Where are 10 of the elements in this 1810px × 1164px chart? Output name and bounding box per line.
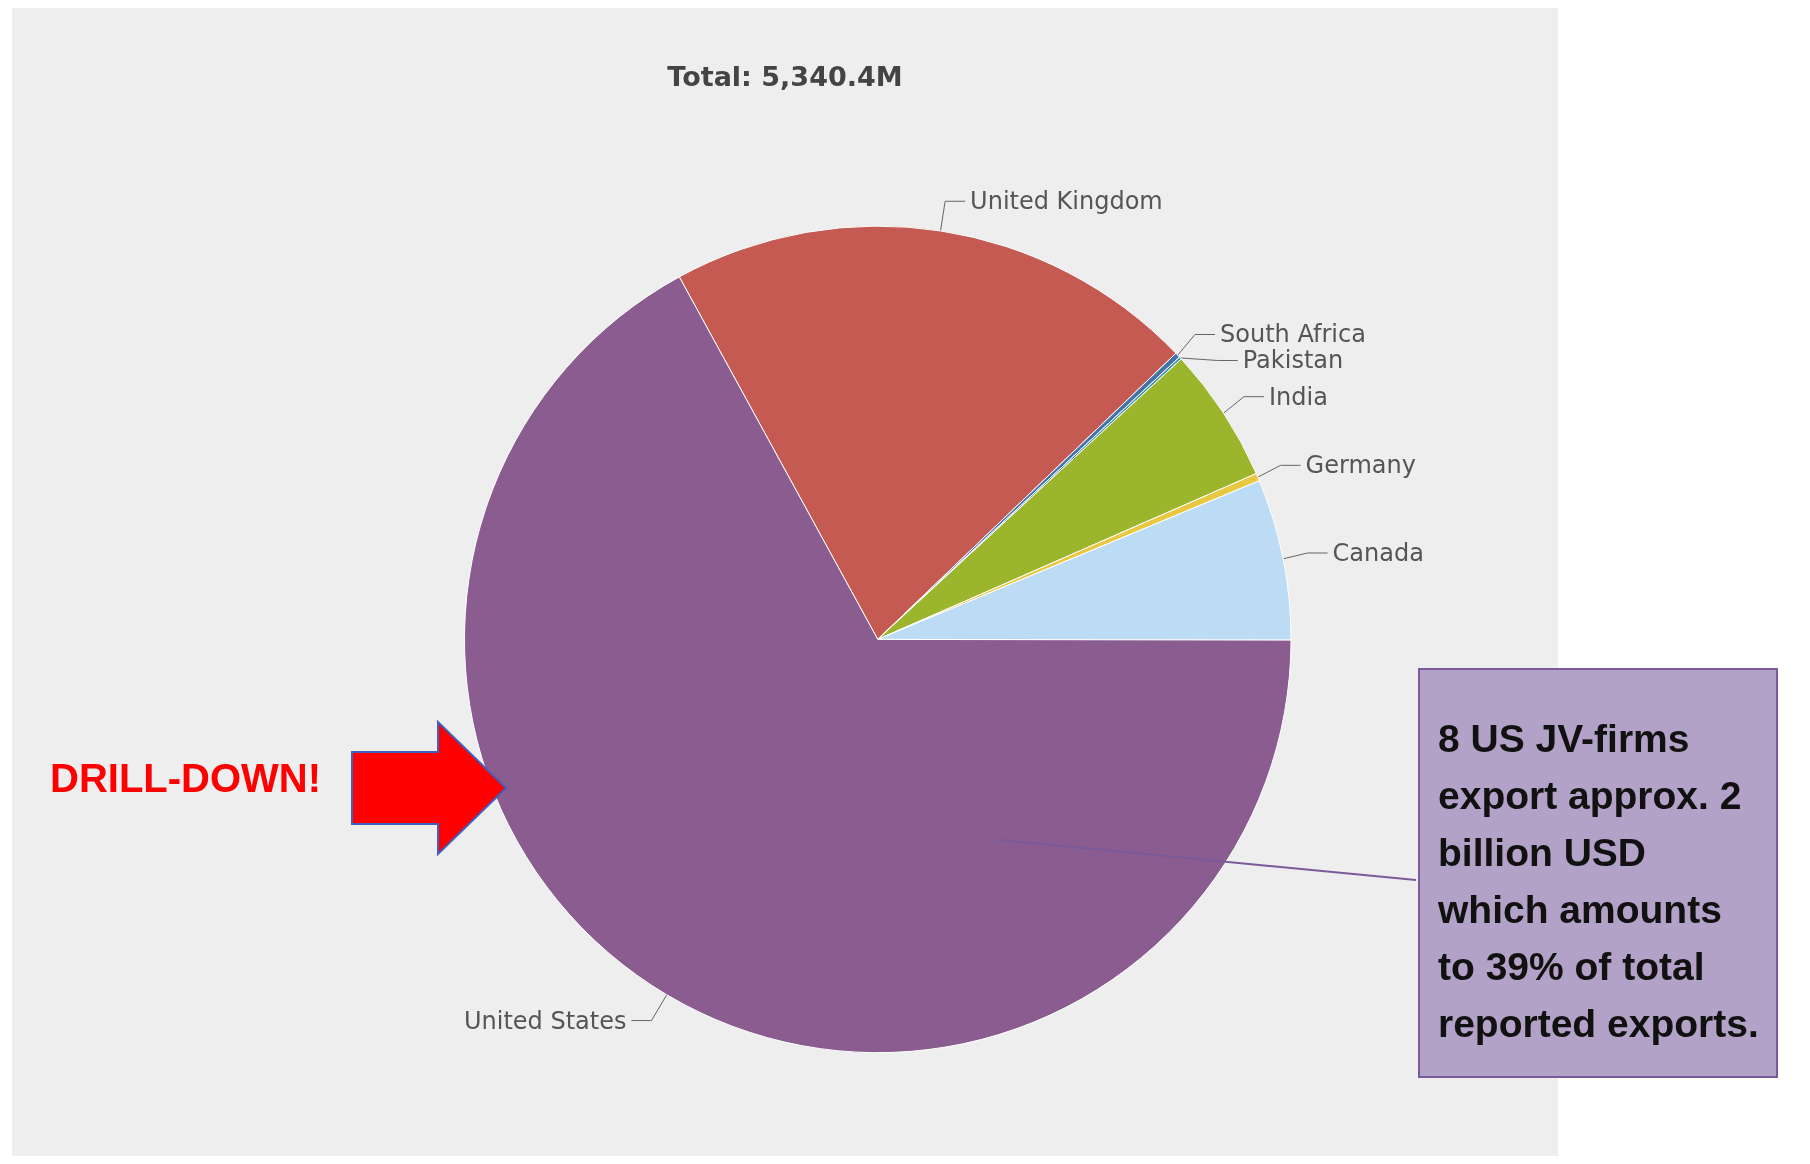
text: DRILL-DOWN!	[50, 756, 322, 801]
slice-label: Germany	[1305, 451, 1416, 480]
slice-label: Pakistan	[1242, 346, 1344, 375]
slice-label: United States	[463, 1006, 627, 1035]
slice-label: United Kingdom	[970, 187, 1163, 216]
slice-label: South Africa	[1220, 320, 1366, 349]
chart-title: Total: 5,340.4M	[667, 61, 903, 92]
text: 8 US JV-firms export approx. 2 billion USD which amounts to 39% of total reported exports.	[1418, 668, 1778, 1078]
slice-label: Canada	[1332, 539, 1424, 567]
slice-label: India	[1268, 382, 1328, 411]
